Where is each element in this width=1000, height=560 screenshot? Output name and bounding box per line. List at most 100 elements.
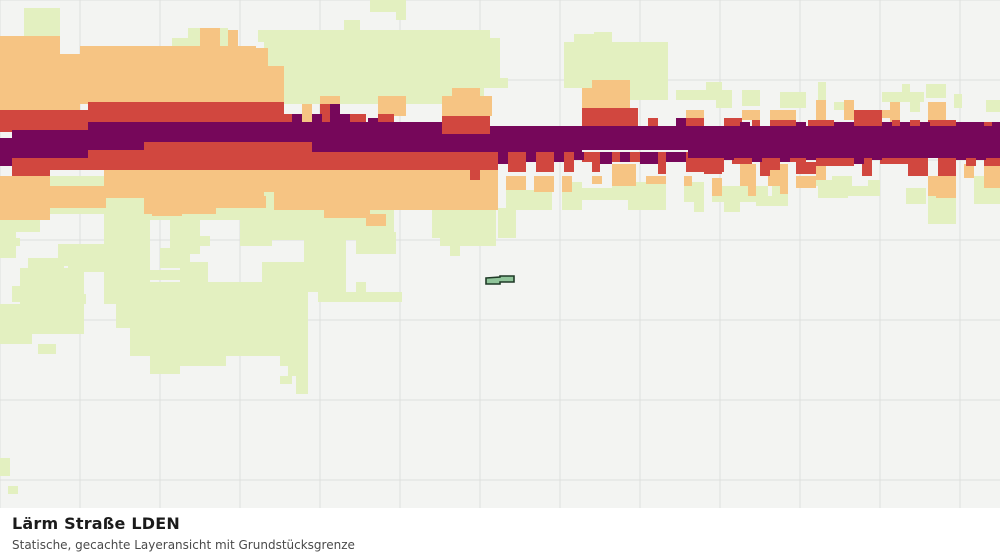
noise-cell-high bbox=[760, 166, 770, 176]
noise-cell-low bbox=[986, 100, 1000, 112]
noise-cell-very-high bbox=[368, 118, 378, 124]
noise-cell-medium bbox=[228, 30, 238, 50]
noise-cell-high bbox=[770, 120, 796, 130]
noise-cell-medium bbox=[442, 96, 492, 116]
noise-cell-low bbox=[172, 38, 196, 48]
noise-cell-low bbox=[882, 92, 924, 102]
noise-cell-high bbox=[928, 120, 956, 130]
map-subtitle: Statische, gecachte Layeransicht mit Gru… bbox=[12, 538, 355, 552]
noise-cell-low bbox=[318, 282, 346, 292]
noise-cell-low bbox=[68, 262, 104, 272]
noise-cell-very-high bbox=[88, 122, 442, 142]
noise-cell-low bbox=[832, 176, 852, 196]
noise-cell-very-high bbox=[752, 152, 762, 162]
noise-cell-medium bbox=[890, 102, 900, 122]
noise-cell-low bbox=[180, 356, 226, 366]
noise-cell-very-high bbox=[292, 114, 302, 124]
noise-cell-high bbox=[686, 118, 704, 128]
noise-cell-low bbox=[344, 20, 360, 30]
noise-cell-very-high bbox=[0, 156, 12, 166]
noise-cell-high bbox=[796, 162, 816, 174]
noise-cell-medium bbox=[964, 164, 974, 178]
noise-cell-high bbox=[378, 114, 394, 124]
noise-cell-low bbox=[356, 232, 396, 254]
noise-cell-low bbox=[32, 16, 60, 36]
noise-cell-high bbox=[630, 152, 640, 162]
noise-cell-low bbox=[868, 180, 880, 188]
noise-cell-low bbox=[706, 82, 722, 92]
noise-cell-low bbox=[264, 38, 500, 78]
noise-cell-low bbox=[20, 334, 32, 344]
noise-cell-very-high bbox=[582, 126, 690, 150]
noise-cell-high bbox=[88, 102, 284, 124]
noise-cell-very-high bbox=[976, 152, 986, 160]
noise-cell-low bbox=[38, 344, 56, 354]
noise-cell-very-high bbox=[724, 152, 734, 160]
noise-cell-low bbox=[742, 90, 760, 106]
noise-cell-medium bbox=[684, 176, 692, 186]
map-view[interactable] bbox=[0, 0, 1000, 508]
noise-cell-high bbox=[12, 156, 50, 176]
noise-cell-low bbox=[264, 78, 508, 88]
noise-cell-low bbox=[780, 92, 806, 108]
noise-cell-medium bbox=[60, 54, 80, 112]
noise-cell-medium bbox=[936, 188, 956, 198]
noise-cell-low bbox=[432, 208, 496, 238]
noise-cell-low bbox=[440, 236, 496, 246]
noise-cell-medium bbox=[796, 176, 816, 188]
noise-cell-very-high bbox=[920, 122, 930, 128]
noise-cell-high bbox=[582, 152, 600, 162]
noise-cell-medium bbox=[268, 66, 284, 106]
noise-cell-low bbox=[676, 90, 732, 100]
noise-cell-medium bbox=[378, 96, 406, 116]
noise-cell-very-high bbox=[498, 152, 508, 164]
noise-cell-medium bbox=[582, 88, 592, 108]
noise-cell-medium bbox=[592, 80, 630, 108]
noise-cell-medium bbox=[50, 186, 106, 208]
parcel-boundary[interactable] bbox=[485, 275, 515, 285]
noise-cell-low bbox=[186, 236, 210, 246]
noise-cell-very-high bbox=[882, 122, 892, 128]
noise-cell-very-high bbox=[640, 152, 658, 164]
noise-cell-low bbox=[58, 244, 104, 266]
noise-cell-very-high bbox=[340, 114, 350, 124]
noise-cell-very-high bbox=[666, 152, 686, 162]
noise-cell-very-high bbox=[12, 150, 50, 158]
noise-cell-high bbox=[564, 152, 574, 172]
noise-cell-very-high bbox=[50, 142, 144, 150]
noise-zone-medium bbox=[0, 28, 1000, 226]
noise-cell-low bbox=[0, 304, 20, 344]
noise-cell-very-high bbox=[442, 134, 490, 144]
noise-cell-low bbox=[450, 246, 460, 256]
noise-cell-medium bbox=[816, 100, 826, 120]
noise-cell-medium bbox=[506, 176, 526, 190]
noise-cell-very-high bbox=[574, 152, 584, 160]
noise-cell-high bbox=[724, 118, 742, 128]
noise-cell-medium bbox=[844, 100, 854, 120]
noise-cell-low bbox=[848, 186, 880, 196]
noise-cell-medium bbox=[612, 164, 636, 186]
noise-cell-low bbox=[150, 270, 180, 280]
noise-cell-low bbox=[724, 196, 740, 212]
noise-cell-medium bbox=[770, 110, 796, 120]
noise-cell-medium bbox=[748, 186, 756, 196]
noise-cell-low bbox=[370, 0, 406, 12]
noise-cell-low bbox=[150, 352, 180, 374]
noise-cell-medium bbox=[742, 110, 760, 120]
noise-cell-high bbox=[320, 104, 330, 124]
noise-cell-medium bbox=[592, 176, 602, 184]
parcel-outline[interactable] bbox=[485, 275, 515, 285]
noise-cell-high bbox=[966, 152, 976, 166]
noise-map bbox=[0, 0, 1000, 508]
noise-cell-medium bbox=[686, 110, 704, 120]
noise-cell-low bbox=[296, 364, 308, 394]
noise-cell-medium bbox=[712, 178, 722, 196]
noise-cell-very-high bbox=[330, 104, 340, 122]
noise-zone-low bbox=[0, 0, 1000, 494]
noise-cell-high bbox=[612, 152, 622, 162]
noise-cell-very-high bbox=[688, 126, 1000, 158]
noise-cell-high bbox=[910, 120, 920, 130]
noise-cell-medium bbox=[264, 170, 498, 192]
noise-zone-very-high bbox=[0, 104, 1000, 166]
noise-cell-medium bbox=[452, 88, 480, 98]
